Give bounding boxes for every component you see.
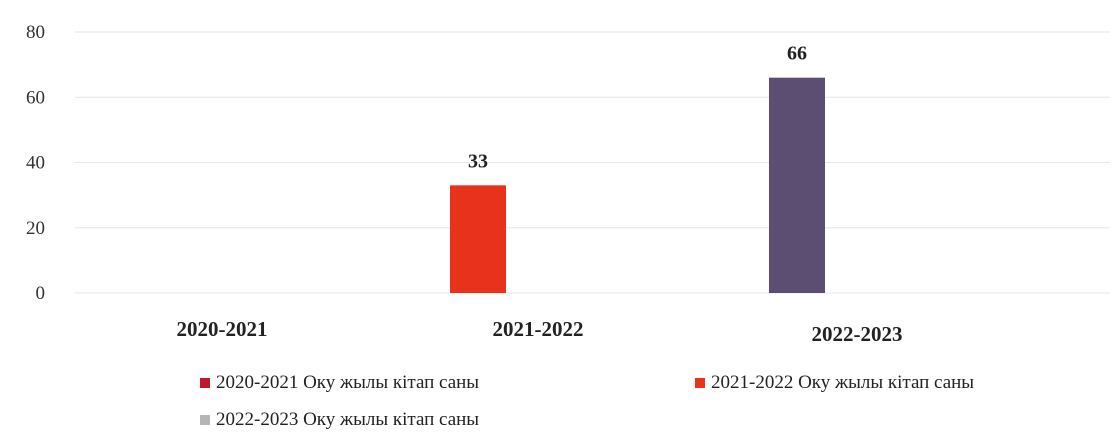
x-tick-label: 2020-2021 <box>177 317 268 341</box>
gridlines <box>75 31 1110 294</box>
y-tick-label: 60 <box>26 87 45 108</box>
x-axis-ticks: 2020-2021 2021-2022 2022-2023 <box>177 317 903 346</box>
data-labels: 33 66 <box>468 43 807 173</box>
bar-2021-2022 <box>450 185 506 293</box>
y-tick-label: 20 <box>26 218 45 239</box>
x-tick-label: 2021-2022 <box>493 317 584 341</box>
y-tick-label: 0 <box>36 283 46 304</box>
y-axis-ticks: 0 20 40 60 80 <box>26 22 45 304</box>
bars <box>450 77 825 293</box>
bar-2022-2023 <box>769 77 825 293</box>
data-label: 66 <box>787 43 807 65</box>
data-label: 33 <box>468 150 488 172</box>
y-tick-label: 40 <box>26 153 45 174</box>
y-tick-label: 80 <box>26 22 45 43</box>
x-tick-label: 2022-2023 <box>812 322 903 346</box>
